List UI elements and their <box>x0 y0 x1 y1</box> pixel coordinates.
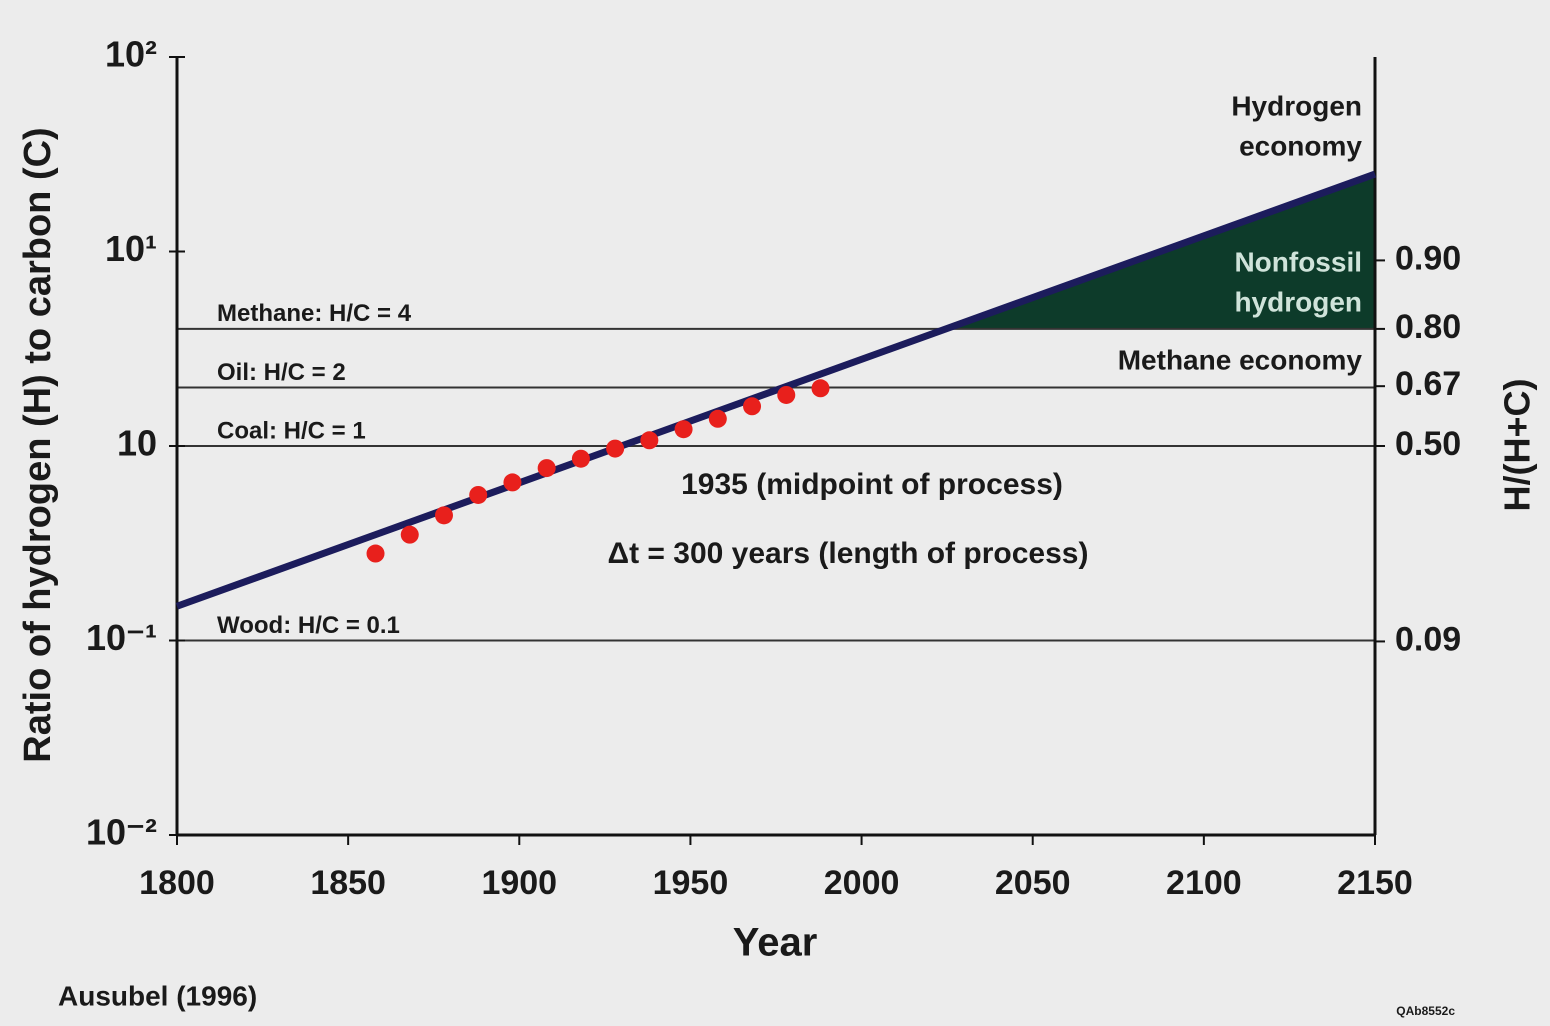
data-point <box>434 506 453 525</box>
y2-tick-label: 0.80 <box>1395 308 1461 346</box>
y2-tick-label: 0.50 <box>1395 425 1461 463</box>
x-tick-label: 1850 <box>310 864 386 902</box>
trend-line <box>175 170 1377 610</box>
y2-tick-label: 0.90 <box>1395 239 1461 277</box>
y-tick-label: 10⁻² <box>86 812 157 853</box>
x-tick-label: 1800 <box>139 864 215 902</box>
data-point <box>503 473 522 492</box>
data-point <box>674 420 693 439</box>
data-point <box>571 449 590 468</box>
y-tick-label: 10¹ <box>105 228 157 269</box>
y2-tick-label: 0.09 <box>1395 620 1461 658</box>
annotation: Methane economy <box>1118 344 1363 375</box>
x-tick-label: 2050 <box>995 864 1071 902</box>
data-point <box>743 397 762 416</box>
x-axis-label: Year <box>733 921 818 965</box>
data-point <box>811 379 830 398</box>
reference-label: Coal: H/C = 1 <box>217 417 366 444</box>
reference-label: Methane: H/C = 4 <box>217 300 412 327</box>
x-tick-label: 1900 <box>481 864 557 902</box>
annotation: Δt = 300 years (length of process) <box>608 537 1089 570</box>
reference-label: Wood: H/C = 0.1 <box>217 612 400 639</box>
annotation: economy <box>1239 130 1362 161</box>
x-tick-label: 2100 <box>1166 864 1242 902</box>
annotation: hydrogen <box>1234 286 1362 317</box>
source: Ausubel (1996) <box>58 980 257 1011</box>
annotation: Nonfossil <box>1234 246 1362 277</box>
x-tick-label: 2150 <box>1337 864 1413 902</box>
data-point <box>708 409 727 428</box>
annotation: Hydrogen <box>1231 90 1362 121</box>
reference-label: Oil: H/C = 2 <box>217 359 346 386</box>
annotation: 1935 (midpoint of process) <box>681 468 1063 501</box>
data-point <box>400 525 419 544</box>
data-point <box>777 385 796 404</box>
x-tick-label: 2000 <box>824 864 900 902</box>
data-point <box>469 485 488 504</box>
code: QAb8552c <box>1396 1004 1455 1018</box>
y2-tick-label: 0.67 <box>1395 365 1461 403</box>
data-point <box>537 459 556 478</box>
data-point <box>366 544 385 563</box>
y-tick-label: 10⁻¹ <box>86 617 157 658</box>
y2-axis-label: H/(H+C) <box>1497 379 1538 512</box>
y-tick-label: 10 <box>117 423 157 464</box>
y-axis-label: Ratio of hydrogen (H) to carbon (C) <box>17 127 59 762</box>
y-tick-label: 10² <box>105 34 157 75</box>
data-point <box>606 439 625 458</box>
x-tick-label: 1950 <box>653 864 729 902</box>
data-point <box>640 431 659 450</box>
